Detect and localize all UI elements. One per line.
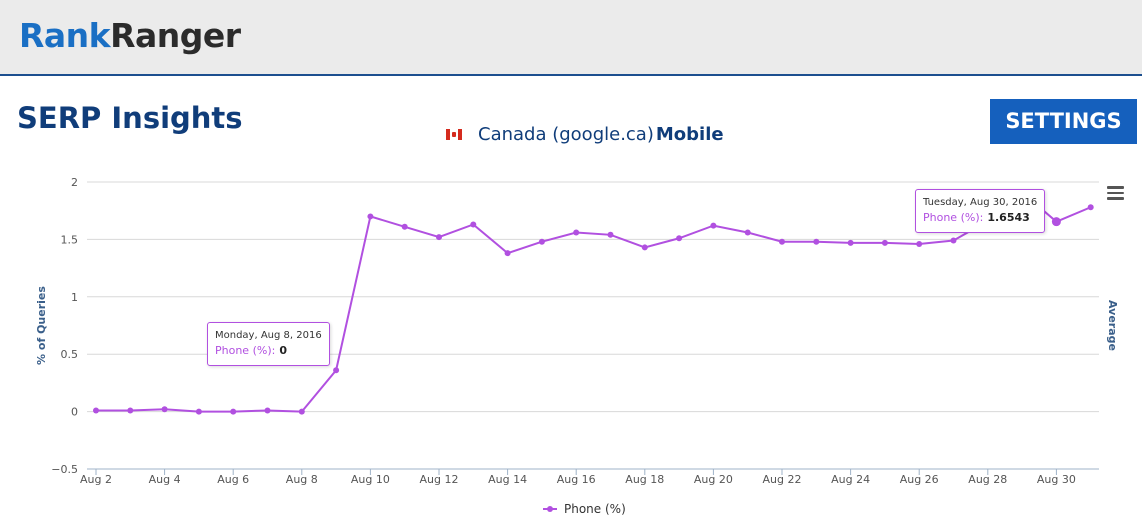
x-tick-label: Aug 20	[694, 473, 733, 486]
tooltip-series-name: Phone (%)	[215, 344, 272, 357]
data-point	[436, 234, 442, 241]
data-point	[93, 407, 99, 414]
x-tick-label: Aug 14	[488, 473, 527, 486]
chart-subtitle: Canada (google.ca) Mobile	[446, 120, 724, 148]
legend-marker-icon	[547, 506, 553, 512]
data-point	[195, 408, 202, 415]
tooltip-date: Tuesday, Aug 30, 2016	[923, 197, 1038, 208]
x-tick-label: Aug 12	[420, 473, 459, 486]
x-tick-label: Aug 10	[351, 473, 390, 486]
tooltip-value: 0	[279, 344, 287, 357]
legend-label-phone: Phone (%)	[564, 502, 626, 516]
y-tick-label: 2	[71, 176, 78, 189]
data-point	[264, 407, 271, 414]
data-point	[573, 229, 580, 236]
data-point	[710, 222, 717, 229]
hamburger-menu-icon[interactable]	[1107, 186, 1124, 200]
data-point	[847, 239, 854, 246]
y-tick-label: −0.5	[51, 463, 78, 476]
subtitle-country: Canada (google.ca)	[478, 123, 654, 145]
x-tick-label: Aug 28	[968, 473, 1007, 486]
canada-flag-icon	[446, 128, 462, 140]
rankranger-logo[interactable]: RankRanger	[19, 14, 241, 58]
x-tick-label: Aug 16	[557, 473, 596, 486]
data-point	[881, 239, 888, 246]
x-tick-label: Aug 26	[900, 473, 939, 486]
y-axis-label: % of Queries	[35, 286, 48, 365]
data-point	[813, 238, 820, 245]
data-point	[333, 367, 340, 374]
data-point	[916, 240, 923, 247]
subtitle-device: Mobile	[655, 123, 724, 145]
app-header: RankRanger	[0, 0, 1142, 76]
y-tick-label: 0.5	[61, 348, 79, 361]
data-point	[641, 244, 648, 251]
data-point	[1087, 204, 1094, 211]
data-point	[230, 408, 237, 415]
x-tick-label: Aug 24	[831, 473, 870, 486]
data-point	[401, 223, 408, 230]
tooltip-series-name: Phone (%)	[923, 211, 980, 224]
page-title: SERP Insights	[17, 101, 243, 135]
settings-button[interactable]: SETTINGS	[990, 99, 1137, 144]
data-point	[504, 250, 511, 257]
data-point	[744, 229, 751, 236]
y-axis-right-label: Average	[1106, 300, 1119, 351]
x-tick-label: Aug 22	[763, 473, 802, 486]
chart-tooltip-aug-30: Tuesday, Aug 30, 2016 Phone (%): 1.6543	[915, 189, 1046, 233]
data-point	[161, 406, 168, 413]
data-point	[298, 408, 305, 415]
chart-tooltip-aug-8: Monday, Aug 8, 2016 Phone (%): 0	[207, 322, 330, 366]
data-point	[779, 238, 785, 245]
x-tick-label: Aug 2	[80, 473, 112, 486]
x-tick-label: Aug 18	[625, 473, 664, 486]
x-tick-label: Aug 8	[286, 473, 318, 486]
data-point	[127, 407, 134, 414]
x-tick-label: Aug 6	[217, 473, 249, 486]
tooltip-value: 1.6543	[987, 211, 1030, 224]
data-point	[676, 235, 683, 242]
series-line-phone	[96, 191, 1092, 413]
x-tick-label: Aug 30	[1037, 473, 1076, 486]
logo-part-ranger: Ranger	[110, 16, 241, 55]
data-point	[607, 231, 614, 238]
data-point	[470, 221, 477, 228]
x-tick-label: Aug 4	[149, 473, 181, 486]
y-tick-label: 1	[71, 291, 78, 304]
y-tick-label: 0	[71, 406, 78, 419]
data-point	[367, 213, 374, 220]
data-point	[950, 237, 957, 244]
data-point	[538, 238, 545, 245]
y-tick-label: 1.5	[61, 233, 79, 246]
tooltip-date: Monday, Aug 8, 2016	[215, 330, 322, 341]
logo-part-rank: Rank	[19, 16, 111, 55]
data-point	[1051, 217, 1061, 227]
